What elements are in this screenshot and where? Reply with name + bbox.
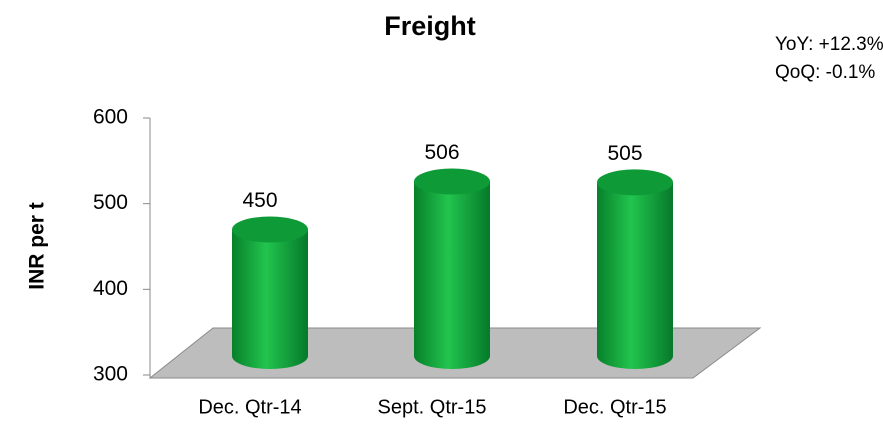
bar — [597, 169, 673, 369]
y-tick-label: 400 — [93, 277, 128, 300]
data-label: 506 — [424, 141, 459, 164]
cylinder-top — [414, 168, 490, 195]
cylinder-body — [414, 181, 490, 356]
cylinder-bottom — [414, 343, 490, 369]
y-tick-label: 600 — [93, 106, 128, 129]
cylinder-bottom — [597, 343, 673, 369]
x-tick-label: Sept. Qtr-15 — [378, 396, 487, 418]
y-axis-label: INR per t — [26, 202, 49, 290]
bar — [414, 168, 490, 369]
y-tick-label: 300 — [93, 363, 128, 386]
cylinder-body — [232, 229, 308, 356]
chart-title: Freight — [384, 11, 476, 41]
annotation: QoQ: -0.1% — [775, 62, 875, 83]
data-label: 505 — [607, 142, 642, 165]
cylinder-top — [597, 169, 673, 196]
y-tick-label: 500 — [93, 191, 128, 214]
cylinder-top — [232, 216, 308, 243]
x-tick-label: Dec. Qtr-15 — [563, 396, 666, 418]
bar — [232, 216, 308, 369]
data-label: 450 — [242, 189, 277, 212]
annotation: YoY: +12.3% — [775, 34, 883, 55]
x-tick-label: Dec. Qtr-14 — [198, 396, 301, 418]
cylinder-body — [597, 182, 673, 356]
cylinder-bottom — [232, 343, 308, 369]
